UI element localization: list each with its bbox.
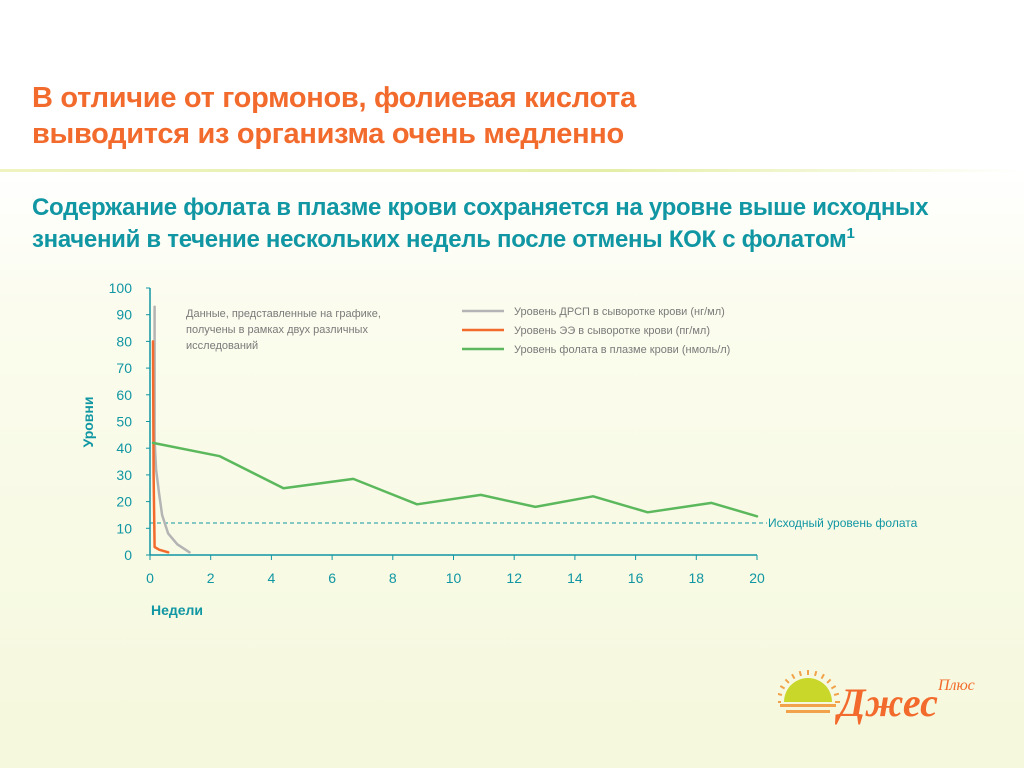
logo-stripe-1 (780, 704, 836, 707)
logo-stripe-2 (786, 710, 830, 713)
y-tick-label: 10 (116, 520, 132, 536)
legend-label-2: Уровень ЭЭ в сыворотке крови (пг/мл) (514, 325, 710, 337)
header-band (0, 0, 1024, 170)
logo-sun-icon (778, 670, 840, 713)
y-tick-label: 40 (116, 440, 132, 456)
legend-label-3: Уровень фолата в плазме крови (нмоль/л) (514, 344, 730, 356)
chart-note-line: Данные, представленные на графике, (186, 308, 381, 320)
series-line-3 (151, 441, 759, 518)
x-tick-label: 16 (628, 570, 644, 586)
x-tick-label: 20 (749, 570, 765, 586)
y-tick-label: 60 (116, 387, 132, 403)
series-line-2 (151, 340, 170, 554)
x-tick-label: 10 (446, 570, 462, 586)
subtitle-line-1: Содержание фолата в плазме крови сохраня… (32, 194, 929, 221)
y-tick-label: 80 (116, 333, 132, 349)
x-tick-label: 0 (146, 570, 154, 586)
y-axis-label: Уровни (80, 397, 96, 448)
x-tick-label: 2 (207, 570, 215, 586)
subtitle-line-2-text: значений в течение нескольких недель пос… (32, 226, 847, 253)
brand-logo: Джес Плюс (778, 670, 975, 725)
logo-text: Джес (834, 680, 938, 725)
logo-sun (784, 678, 832, 702)
x-tick-label: 4 (268, 570, 276, 586)
title-line-2: выводится из организма очень медленно (32, 118, 624, 150)
y-tick-label: 30 (116, 467, 132, 483)
logo-rays (778, 670, 840, 703)
subtitle-line-2: значений в течение нескольких недель пос… (32, 224, 1012, 256)
title-line-1: В отличие от гормонов, фолиевая кислота (32, 82, 636, 114)
chart-note-line: получены в рамках двух различных (186, 324, 368, 336)
x-tick-label: 8 (389, 570, 397, 586)
y-tick-label: 100 (109, 280, 133, 296)
y-tick-label: 20 (116, 494, 132, 510)
y-tick-label: 50 (116, 414, 132, 430)
y-tick-label: 70 (116, 360, 132, 376)
baseline-label: Исходный уровень фолата (768, 516, 918, 530)
subtitle-footnote-ref: 1 (846, 225, 855, 242)
page-title: В отличие от гормонов, фолиевая кислота … (32, 80, 932, 152)
chart-note-line: исследований (186, 340, 258, 352)
header-divider (0, 169, 1024, 172)
x-axis-label: Недели (151, 602, 203, 618)
legend-label-1: Уровень ДРСП в сыворотке крови (нг/мл) (514, 306, 725, 318)
x-tick-label: 18 (689, 570, 705, 586)
x-tick-label: 12 (506, 570, 522, 586)
logo-suffix: Плюс (937, 677, 975, 694)
y-tick-label: 90 (116, 307, 132, 323)
page-subtitle: Содержание фолата в плазме крови сохраня… (32, 192, 1012, 256)
x-tick-label: 6 (328, 570, 336, 586)
x-tick-label: 14 (567, 570, 583, 586)
y-tick-label: 0 (124, 547, 132, 563)
series-line-1 (153, 305, 191, 554)
